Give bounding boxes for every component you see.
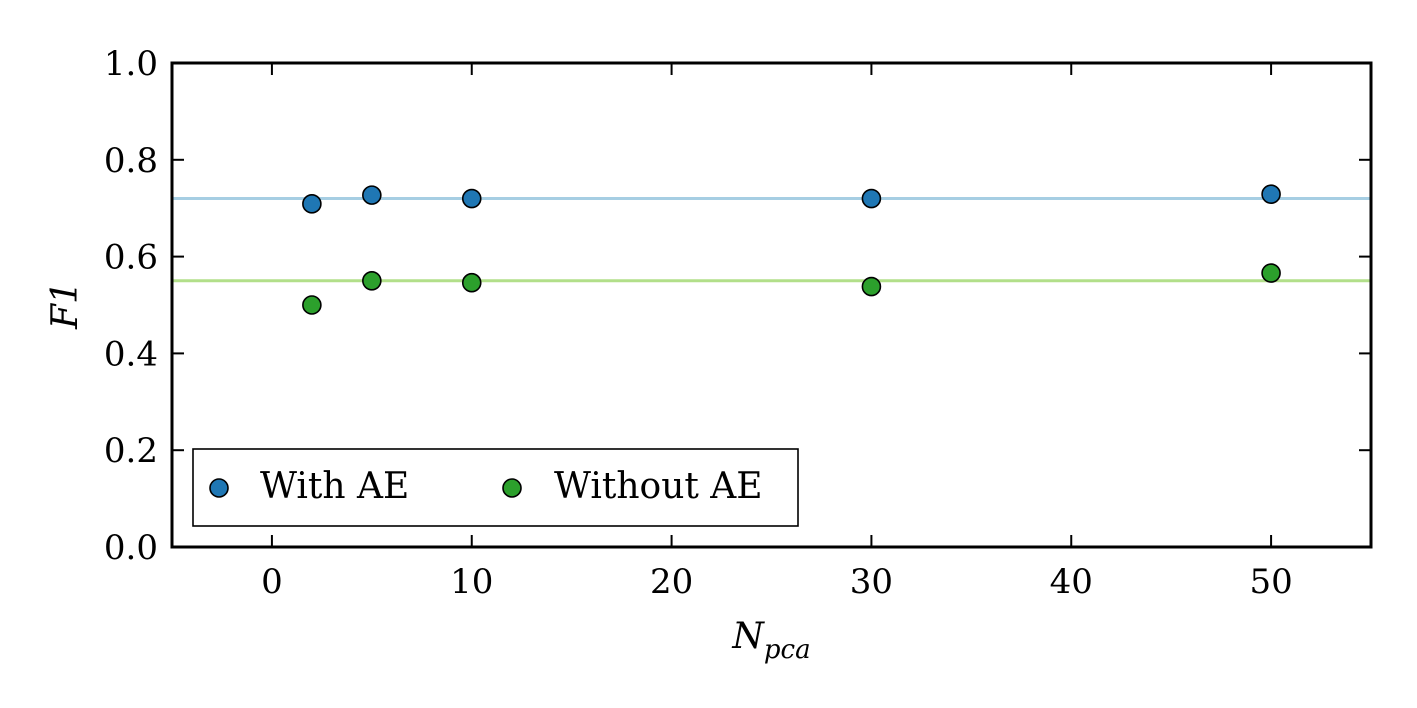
point-series-1 [861, 276, 882, 297]
y-tick-label: 0.0 [104, 528, 158, 568]
x-tick-label: 30 [850, 562, 893, 602]
tick-labels: 0 10 20 30 40 50 0.0 0.2 0.4 0.6 0.8 1.0 [104, 44, 1293, 602]
x-tick-label: 50 [1249, 562, 1292, 602]
legend-marker-0 [209, 478, 229, 498]
reference-lines [172, 197, 1371, 283]
y-tick-label: 0.8 [104, 141, 158, 181]
legend-marker-1 [502, 478, 522, 498]
legend-label-1: Without AE [554, 466, 763, 507]
x-tick-label: 20 [650, 562, 693, 602]
point-series-0 [1261, 184, 1281, 204]
legend: With AE Without AE [192, 448, 799, 527]
y-axis-label: F1 [45, 281, 86, 330]
point-series-1 [302, 295, 322, 315]
point-series-0 [461, 188, 482, 209]
point-series-0 [362, 185, 382, 205]
point-series-0 [302, 194, 322, 214]
y-tick-label: 0.6 [104, 238, 158, 278]
point-series-1 [1261, 263, 1281, 283]
legend-label-0: With AE [260, 466, 409, 507]
y-tick-label: 0.2 [104, 431, 158, 471]
x-axis-label: Npca [731, 616, 810, 665]
y-tick-label: 1.0 [104, 44, 158, 84]
point-series-1 [461, 272, 482, 293]
y-tick-label: 0.4 [104, 334, 158, 374]
x-tick-label: 40 [1050, 562, 1093, 602]
x-tick-label: 0 [261, 562, 283, 602]
point-series-0 [861, 188, 882, 209]
point-series-1 [362, 270, 382, 291]
x-tick-label: 10 [450, 562, 493, 602]
data-points [302, 184, 1281, 315]
legend-box [192, 448, 799, 527]
plot-frame [170, 61, 1373, 549]
